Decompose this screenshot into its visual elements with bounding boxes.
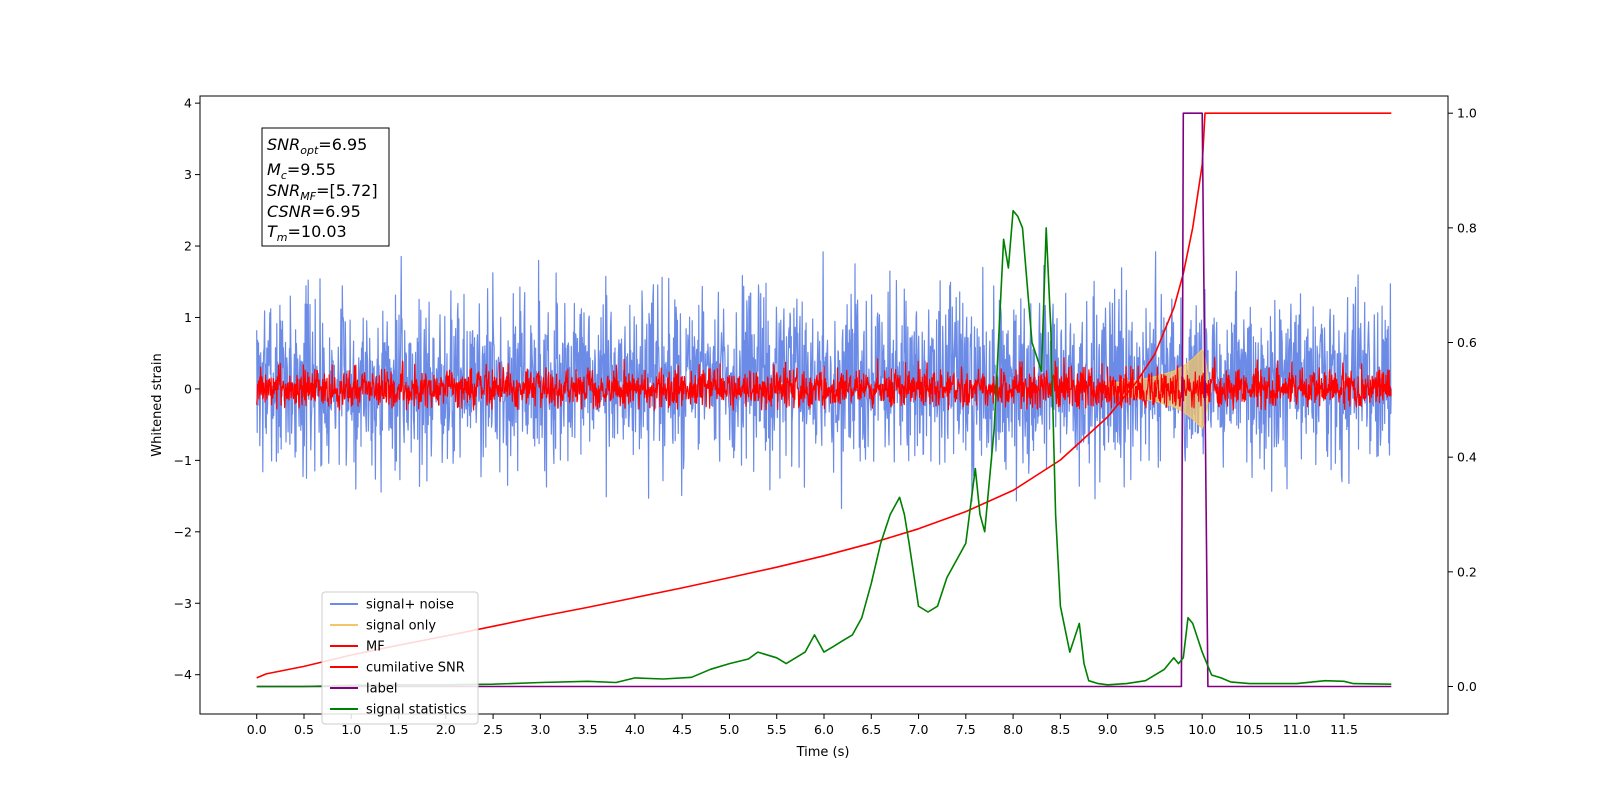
x-tick-label: 6.0 (814, 722, 834, 737)
legend-frame (321, 591, 479, 725)
info-mc: Mc=9.55 (267, 160, 336, 182)
y-tick-label: 4 (184, 96, 192, 111)
y-tick-label: 2 (184, 239, 192, 254)
y-axis-left: 4 3 2 1 0 −1 −2 −3 −4 (174, 96, 200, 682)
series-layer (256, 112, 1392, 688)
y2-tick-label: 0.2 (1457, 564, 1477, 579)
series-label (256, 112, 1392, 688)
series-signal-statistics (256, 209, 1392, 688)
x-tick-label: 2.0 (436, 722, 456, 737)
x-tick-label: 7.0 (909, 722, 929, 737)
info-csnr: CSNR=6.95 (267, 202, 361, 221)
x-tick-label: 5.0 (720, 722, 740, 737)
x-tick-label: 5.5 (767, 722, 787, 737)
info-box: SNRopt=6.95 Mc=9.55 SNRMF=[5.72] CSNR=6.… (261, 127, 390, 247)
y-tick-label: −1 (174, 453, 192, 468)
legend-label: cumilative SNR (366, 661, 465, 676)
x-tick-label: 6.5 (861, 722, 881, 737)
x-tick-label: 10.0 (1188, 722, 1216, 737)
y-axis-right: 1.0 0.8 0.6 0.4 0.2 0.0 (1448, 106, 1477, 694)
x-tick-label: 11.0 (1283, 722, 1311, 737)
x-tick-label: 4.5 (672, 722, 692, 737)
x-tick-label: 1.0 (341, 722, 361, 737)
y2-tick-label: 0.6 (1457, 335, 1477, 350)
x-tick-label: 9.0 (1098, 722, 1118, 737)
x-axis-label: Time (s) (796, 745, 850, 760)
y2-tick-label: 1.0 (1457, 106, 1477, 121)
x-tick-label: 3.0 (530, 722, 550, 737)
x-tick-label: 9.5 (1145, 722, 1165, 737)
x-tick-label: 2.5 (483, 722, 503, 737)
legend: signal+ noise signal only MF cumilative SNR… (321, 591, 479, 725)
y-axis-label: Whitened strain (150, 353, 165, 456)
y-tick-label: 0 (184, 381, 192, 396)
info-box-frame (261, 127, 390, 247)
legend-label: signal+ noise (366, 598, 454, 613)
x-tick-label: 3.5 (578, 722, 598, 737)
legend-label: label (366, 682, 397, 697)
y2-tick-label: 0.0 (1457, 679, 1477, 694)
x-axis: 0.0 0.5 1.0 1.5 2.0 2.5 3.0 3.5 4.0 4.5 5.0 5.5 6.0 6… (247, 714, 1358, 737)
info-tm: Tm=10.03 (267, 222, 347, 244)
x-tick-label: 8.5 (1050, 722, 1070, 737)
y-tick-label: −4 (174, 667, 192, 682)
y2-tick-label: 0.8 (1457, 220, 1477, 235)
series-mf (256, 356, 1392, 411)
y-tick-label: −2 (174, 524, 192, 539)
legend-label: signal only (366, 619, 436, 634)
x-tick-label: 4.0 (625, 722, 645, 737)
y2-tick-label: 0.4 (1457, 450, 1477, 465)
y-tick-label: −3 (174, 596, 192, 611)
x-tick-label: 8.0 (1003, 722, 1023, 737)
x-tick-label: 0.0 (247, 722, 267, 737)
x-tick-label: 11.5 (1330, 722, 1358, 737)
x-tick-label: 10.5 (1236, 722, 1264, 737)
info-snr-mf: SNRMF=[5.72] (267, 181, 378, 203)
legend-label: MF (366, 640, 385, 655)
legend-label: signal statistics (366, 703, 467, 718)
x-tick-label: 0.5 (294, 722, 314, 737)
y-tick-label: 3 (184, 167, 192, 182)
x-tick-label: 7.5 (956, 722, 976, 737)
x-tick-label: 1.5 (389, 722, 409, 737)
y-tick-label: 1 (184, 310, 192, 325)
info-snr-opt: SNRopt=6.95 (267, 135, 367, 157)
